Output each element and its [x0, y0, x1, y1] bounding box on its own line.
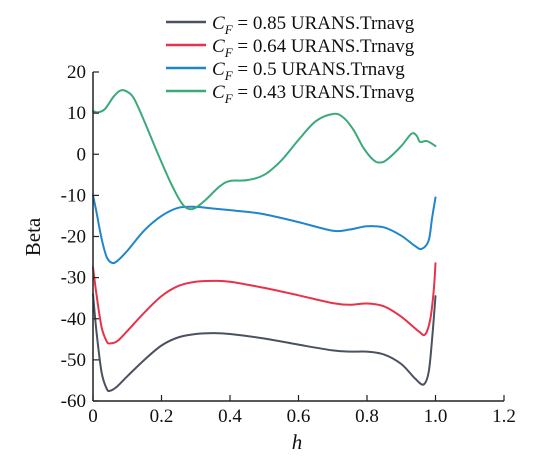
y-tick-label: -20: [61, 227, 86, 248]
y-tick-label: -50: [61, 350, 86, 371]
x-axis-title: h: [292, 430, 303, 454]
series-cf-0-64-line: [92, 262, 437, 345]
y-tick-label: 0: [77, 144, 87, 165]
legend-label-subscript: F: [224, 22, 234, 37]
legend-label-subscript: F: [224, 45, 234, 60]
y-tick-label: -40: [61, 309, 86, 330]
x-tick-label: 0.6: [287, 406, 311, 427]
x-tick-label: 0: [88, 406, 98, 427]
legend-label: CF = 0.43 URANS.Trnavg: [212, 82, 415, 106]
legend-entry: CF = 0.5 URANS.Trnavg: [166, 59, 405, 83]
legend-label-text: = 0.85 URANS.Trnavg: [233, 13, 415, 34]
legend-label: CF = 0.5 URANS.Trnavg: [212, 59, 405, 83]
legend-label-symbol: C: [212, 59, 225, 80]
y-tick-label: 10: [67, 103, 86, 124]
tick-labels: 0 0.2 0.4 0.6 0.8 1.0 1.2 -60 -50 -40 -30 -20 -10 0 10…: [61, 62, 516, 427]
series-cf-0-85-line: [92, 293, 437, 393]
legend-label-subscript: F: [224, 91, 234, 106]
legend-label-text: = 0.43 URANS.Trnavg: [233, 82, 415, 103]
legend-entry: CF = 0.43 URANS.Trnavg: [166, 82, 415, 106]
x-tick-label: 0.8: [355, 406, 379, 427]
legend-label: CF = 0.85 URANS.Trnavg: [212, 13, 415, 37]
legend-label-symbol: C: [212, 36, 225, 57]
series-layer: [92, 89, 437, 393]
y-tick-label: 20: [67, 62, 86, 83]
y-axis-title: Beta: [21, 217, 45, 256]
legend-label-symbol: C: [212, 13, 225, 34]
legend-label-text: = 0.5 URANS.Trnavg: [233, 59, 406, 80]
axes: [92, 71, 505, 402]
legend-entry: CF = 0.64 URANS.Trnavg: [166, 36, 415, 60]
x-tick-label: 1.0: [424, 406, 448, 427]
x-tick-label: 0.2: [150, 406, 174, 427]
legend-label-subscript: F: [224, 68, 234, 83]
x-tick-label: 1.2: [492, 406, 516, 427]
y-tick-label: -10: [61, 185, 86, 206]
legend-label: CF = 0.64 URANS.Trnavg: [212, 36, 415, 60]
legend-label-symbol: C: [212, 82, 225, 103]
y-tick-label: -60: [61, 391, 86, 412]
legend-label-text: = 0.64 URANS.Trnavg: [233, 36, 415, 57]
series-cf-0-5-line: [92, 194, 437, 265]
x-tick-label: 0.4: [218, 406, 242, 427]
y-tick-label: -30: [61, 268, 86, 289]
legend-entry: CF = 0.85 URANS.Trnavg: [166, 13, 415, 37]
series-cf-0-43-line: [92, 89, 437, 211]
